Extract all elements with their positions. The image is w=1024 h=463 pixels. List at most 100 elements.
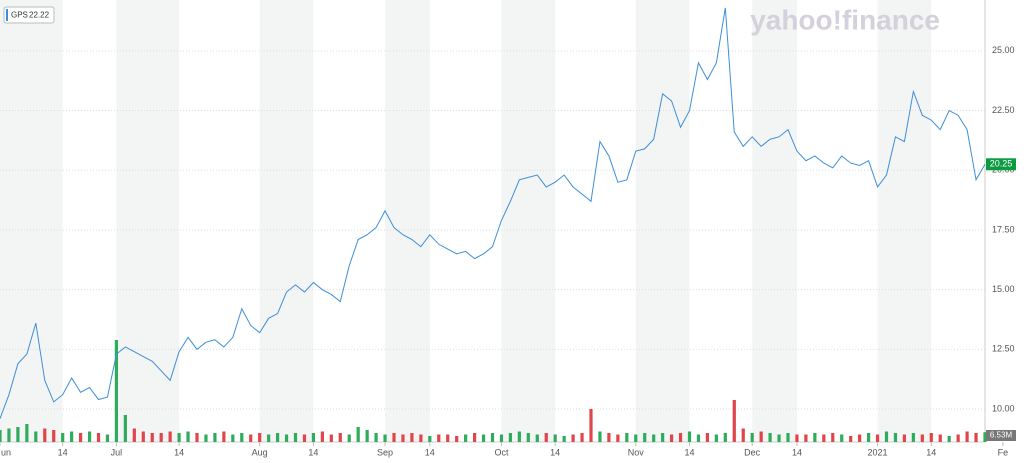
volume-bar bbox=[249, 434, 253, 442]
volume-bar bbox=[705, 433, 710, 442]
volume-bar bbox=[34, 431, 38, 442]
volume-bar bbox=[61, 433, 65, 442]
volume-bar bbox=[902, 434, 907, 442]
volume-bar bbox=[258, 433, 262, 442]
volume-bar bbox=[822, 434, 826, 442]
volume-bar bbox=[750, 433, 754, 442]
x-tick-label: Fe bbox=[998, 447, 1009, 457]
volume-bar bbox=[222, 431, 226, 442]
volume-bar bbox=[562, 436, 566, 442]
volume-tag bbox=[986, 430, 1016, 441]
volume-bar bbox=[347, 434, 351, 442]
volume-bar bbox=[464, 434, 468, 442]
volume-bar bbox=[177, 433, 181, 442]
volume-bar bbox=[446, 434, 450, 442]
volume-bar bbox=[544, 433, 548, 442]
volume-bar bbox=[293, 433, 298, 442]
x-tick-label: 14 bbox=[684, 447, 694, 457]
x-tick-label: 14 bbox=[174, 447, 184, 457]
volume-bar bbox=[43, 428, 47, 442]
volume-bar bbox=[589, 409, 593, 442]
volume-bar bbox=[123, 415, 127, 442]
x-tick-label: Nov bbox=[628, 447, 645, 457]
x-tick-label: 14 bbox=[792, 447, 802, 457]
volume-bar bbox=[983, 432, 987, 442]
volume-bar bbox=[472, 433, 477, 442]
volume-bar bbox=[105, 434, 110, 442]
volume-bar bbox=[840, 434, 844, 442]
volume-bar bbox=[696, 434, 701, 442]
volume-bar bbox=[392, 433, 396, 442]
period-band bbox=[0, 0, 63, 442]
volume-bar bbox=[777, 434, 781, 442]
volume-bar bbox=[625, 433, 629, 442]
volume-bar bbox=[804, 434, 808, 442]
x-tick-label: 2021 bbox=[868, 447, 888, 457]
volume-bar bbox=[78, 433, 83, 442]
volume-bar bbox=[723, 433, 727, 442]
period-band bbox=[635, 0, 690, 442]
volume-bar bbox=[87, 431, 92, 442]
legend-swatch bbox=[6, 9, 8, 21]
volume-bar bbox=[831, 433, 835, 442]
volume-bar bbox=[517, 431, 521, 442]
legend-price: 22.22 bbox=[29, 11, 50, 20]
volume-bar bbox=[929, 433, 933, 442]
volume-bar bbox=[687, 431, 692, 442]
volume-bar bbox=[159, 433, 163, 442]
volume-bar bbox=[858, 434, 862, 442]
volume-bar bbox=[428, 436, 432, 442]
period-band bbox=[501, 0, 556, 442]
volume-bar bbox=[920, 434, 924, 442]
volume-bar bbox=[911, 433, 915, 442]
volume-bar bbox=[508, 433, 513, 442]
x-tick-label: 14 bbox=[425, 447, 435, 457]
volume-bar bbox=[571, 434, 575, 442]
volume-bar bbox=[410, 433, 414, 442]
volume-bar bbox=[652, 434, 656, 442]
volume-bar bbox=[786, 433, 790, 442]
volume-bar bbox=[714, 434, 718, 442]
volume-bar bbox=[213, 433, 217, 442]
legend-box bbox=[3, 6, 55, 24]
x-tick-label: Dec bbox=[744, 447, 761, 457]
volume-bar bbox=[231, 434, 235, 442]
volume-bar bbox=[535, 434, 539, 442]
volume-bar bbox=[275, 433, 280, 442]
volume-bar bbox=[526, 433, 530, 442]
volume-bar bbox=[374, 433, 378, 442]
volume-bar bbox=[795, 434, 799, 442]
volume-bar bbox=[866, 433, 871, 442]
volume-bar bbox=[96, 433, 101, 442]
volume-bar bbox=[481, 434, 486, 442]
period-band bbox=[752, 0, 797, 442]
volume-bar bbox=[401, 434, 405, 442]
period-band bbox=[116, 0, 180, 442]
volume-bar bbox=[186, 431, 190, 442]
volume-bar bbox=[25, 424, 29, 442]
mark-layer: 20.25 6.53M bbox=[0, 7, 1016, 442]
x-tick-label: un bbox=[1, 447, 11, 457]
volume-bar bbox=[965, 431, 969, 442]
x-tick-label: Sep bbox=[377, 447, 393, 457]
volume-bar bbox=[356, 427, 360, 442]
volume-bar bbox=[365, 430, 369, 442]
volume-bar bbox=[938, 434, 942, 442]
volume-bar bbox=[607, 433, 611, 442]
volume-bar bbox=[419, 434, 423, 442]
volume-bar bbox=[956, 434, 960, 442]
volume-bar bbox=[732, 400, 736, 442]
band-layer bbox=[0, 0, 932, 442]
volume-bar bbox=[168, 431, 172, 442]
period-band bbox=[385, 0, 430, 442]
volume-bar bbox=[678, 433, 683, 442]
y-tick-label: 22.50 bbox=[992, 105, 1015, 115]
volume-bar bbox=[768, 433, 772, 442]
volume-bar bbox=[338, 433, 342, 442]
x-tick-label: Oct bbox=[494, 447, 509, 457]
volume-bar bbox=[52, 430, 56, 442]
volume-bar bbox=[974, 433, 978, 442]
period-band bbox=[877, 0, 932, 442]
volume-bar bbox=[132, 428, 136, 442]
volume-bar bbox=[311, 433, 316, 442]
